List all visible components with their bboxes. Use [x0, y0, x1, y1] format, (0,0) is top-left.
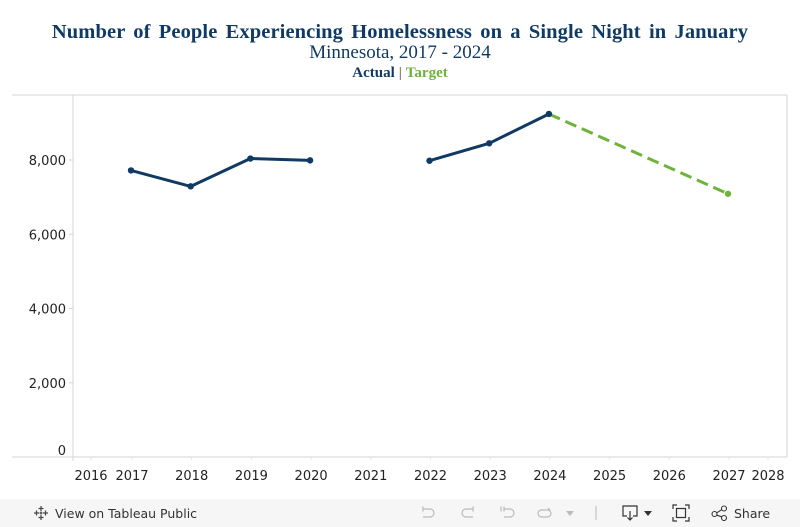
y-tick-label: 8,000 [29, 154, 66, 169]
share-label: Share [734, 505, 771, 521]
redo-icon [459, 505, 477, 521]
redo-button[interactable] [459, 499, 477, 527]
download-icon [621, 504, 639, 522]
view-on-tableau-label: View on Tableau Public [55, 505, 198, 521]
view-on-tableau-link[interactable]: View on Tableau Public [33, 499, 197, 527]
y-axis: 0 2,000 4,000 6,000 8,000 [29, 154, 73, 459]
x-tick-label: 2027 [712, 469, 745, 484]
y-tick-label: 4,000 [29, 303, 66, 318]
chart-subtitle: Minnesota, 2017 - 2024 [309, 42, 491, 63]
toolbar-divider [595, 499, 597, 527]
series-points [127, 110, 732, 197]
x-tick-label: 2026 [653, 469, 686, 484]
x-tick-label: 2023 [474, 469, 507, 484]
series-line-actual [130, 157, 311, 188]
pause-dropdown-button[interactable] [565, 499, 575, 527]
fullscreen-icon [672, 504, 690, 522]
legend-separator: | [398, 65, 402, 81]
download-button[interactable] [621, 499, 653, 527]
x-tick-label: 2024 [533, 469, 566, 484]
x-tick-label: 2022 [414, 469, 447, 484]
y-tick-label: 2,000 [29, 377, 66, 392]
undo-icon [419, 505, 437, 521]
legend-target: Target [405, 65, 448, 81]
y-tick-label: 6,000 [29, 228, 66, 243]
data-point-actual-2020 [306, 157, 314, 164]
series-line-target [548, 112, 729, 196]
share-icon [711, 505, 729, 521]
x-tick-label: 2019 [235, 469, 268, 484]
refresh-icon [536, 505, 554, 521]
x-tick-label: 2020 [295, 469, 328, 484]
x-axis: 2016 2017 2018 2019 2020 2021 2022 2023 2024 2025… [74, 457, 785, 484]
chart-title: Number of People Experiencing Homelessne… [51, 21, 749, 43]
tableau-toolbar: View on Tableau Public Share [0, 499, 800, 527]
x-tick-label: 2021 [354, 469, 387, 484]
refresh-button[interactable] [536, 499, 554, 527]
revert-icon [499, 505, 517, 521]
x-tick-label: 2016 [74, 469, 107, 484]
tableau-logo-icon [33, 505, 49, 521]
legend-actual: Actual [352, 65, 395, 81]
data-point-actual-2017 [127, 167, 135, 174]
chevron-down-icon [565, 508, 575, 518]
data-point-actual-2023 [486, 140, 493, 147]
revert-button[interactable] [499, 499, 517, 527]
undo-button[interactable] [419, 499, 437, 527]
plot-frame [12, 94, 788, 461]
series-line-actual [429, 112, 550, 163]
chevron-down-icon [643, 508, 653, 518]
series-lines [130, 112, 729, 196]
data-point-actual-2024 [545, 110, 553, 118]
y-tick-label: 0 [58, 444, 66, 459]
legend: Actual | Target [0, 65, 800, 82]
x-tick-label: 2028 [751, 469, 784, 484]
data-point-target-2027 [724, 190, 732, 197]
data-point-actual-2019 [247, 155, 254, 162]
data-point-actual-2018 [187, 183, 194, 190]
fullscreen-button[interactable] [672, 499, 690, 527]
x-tick-label: 2018 [175, 469, 208, 484]
x-tick-label: 2025 [593, 469, 626, 484]
x-tick-label: 2017 [115, 469, 148, 484]
share-button[interactable]: Share [711, 499, 770, 527]
data-point-actual-2022 [426, 157, 433, 164]
